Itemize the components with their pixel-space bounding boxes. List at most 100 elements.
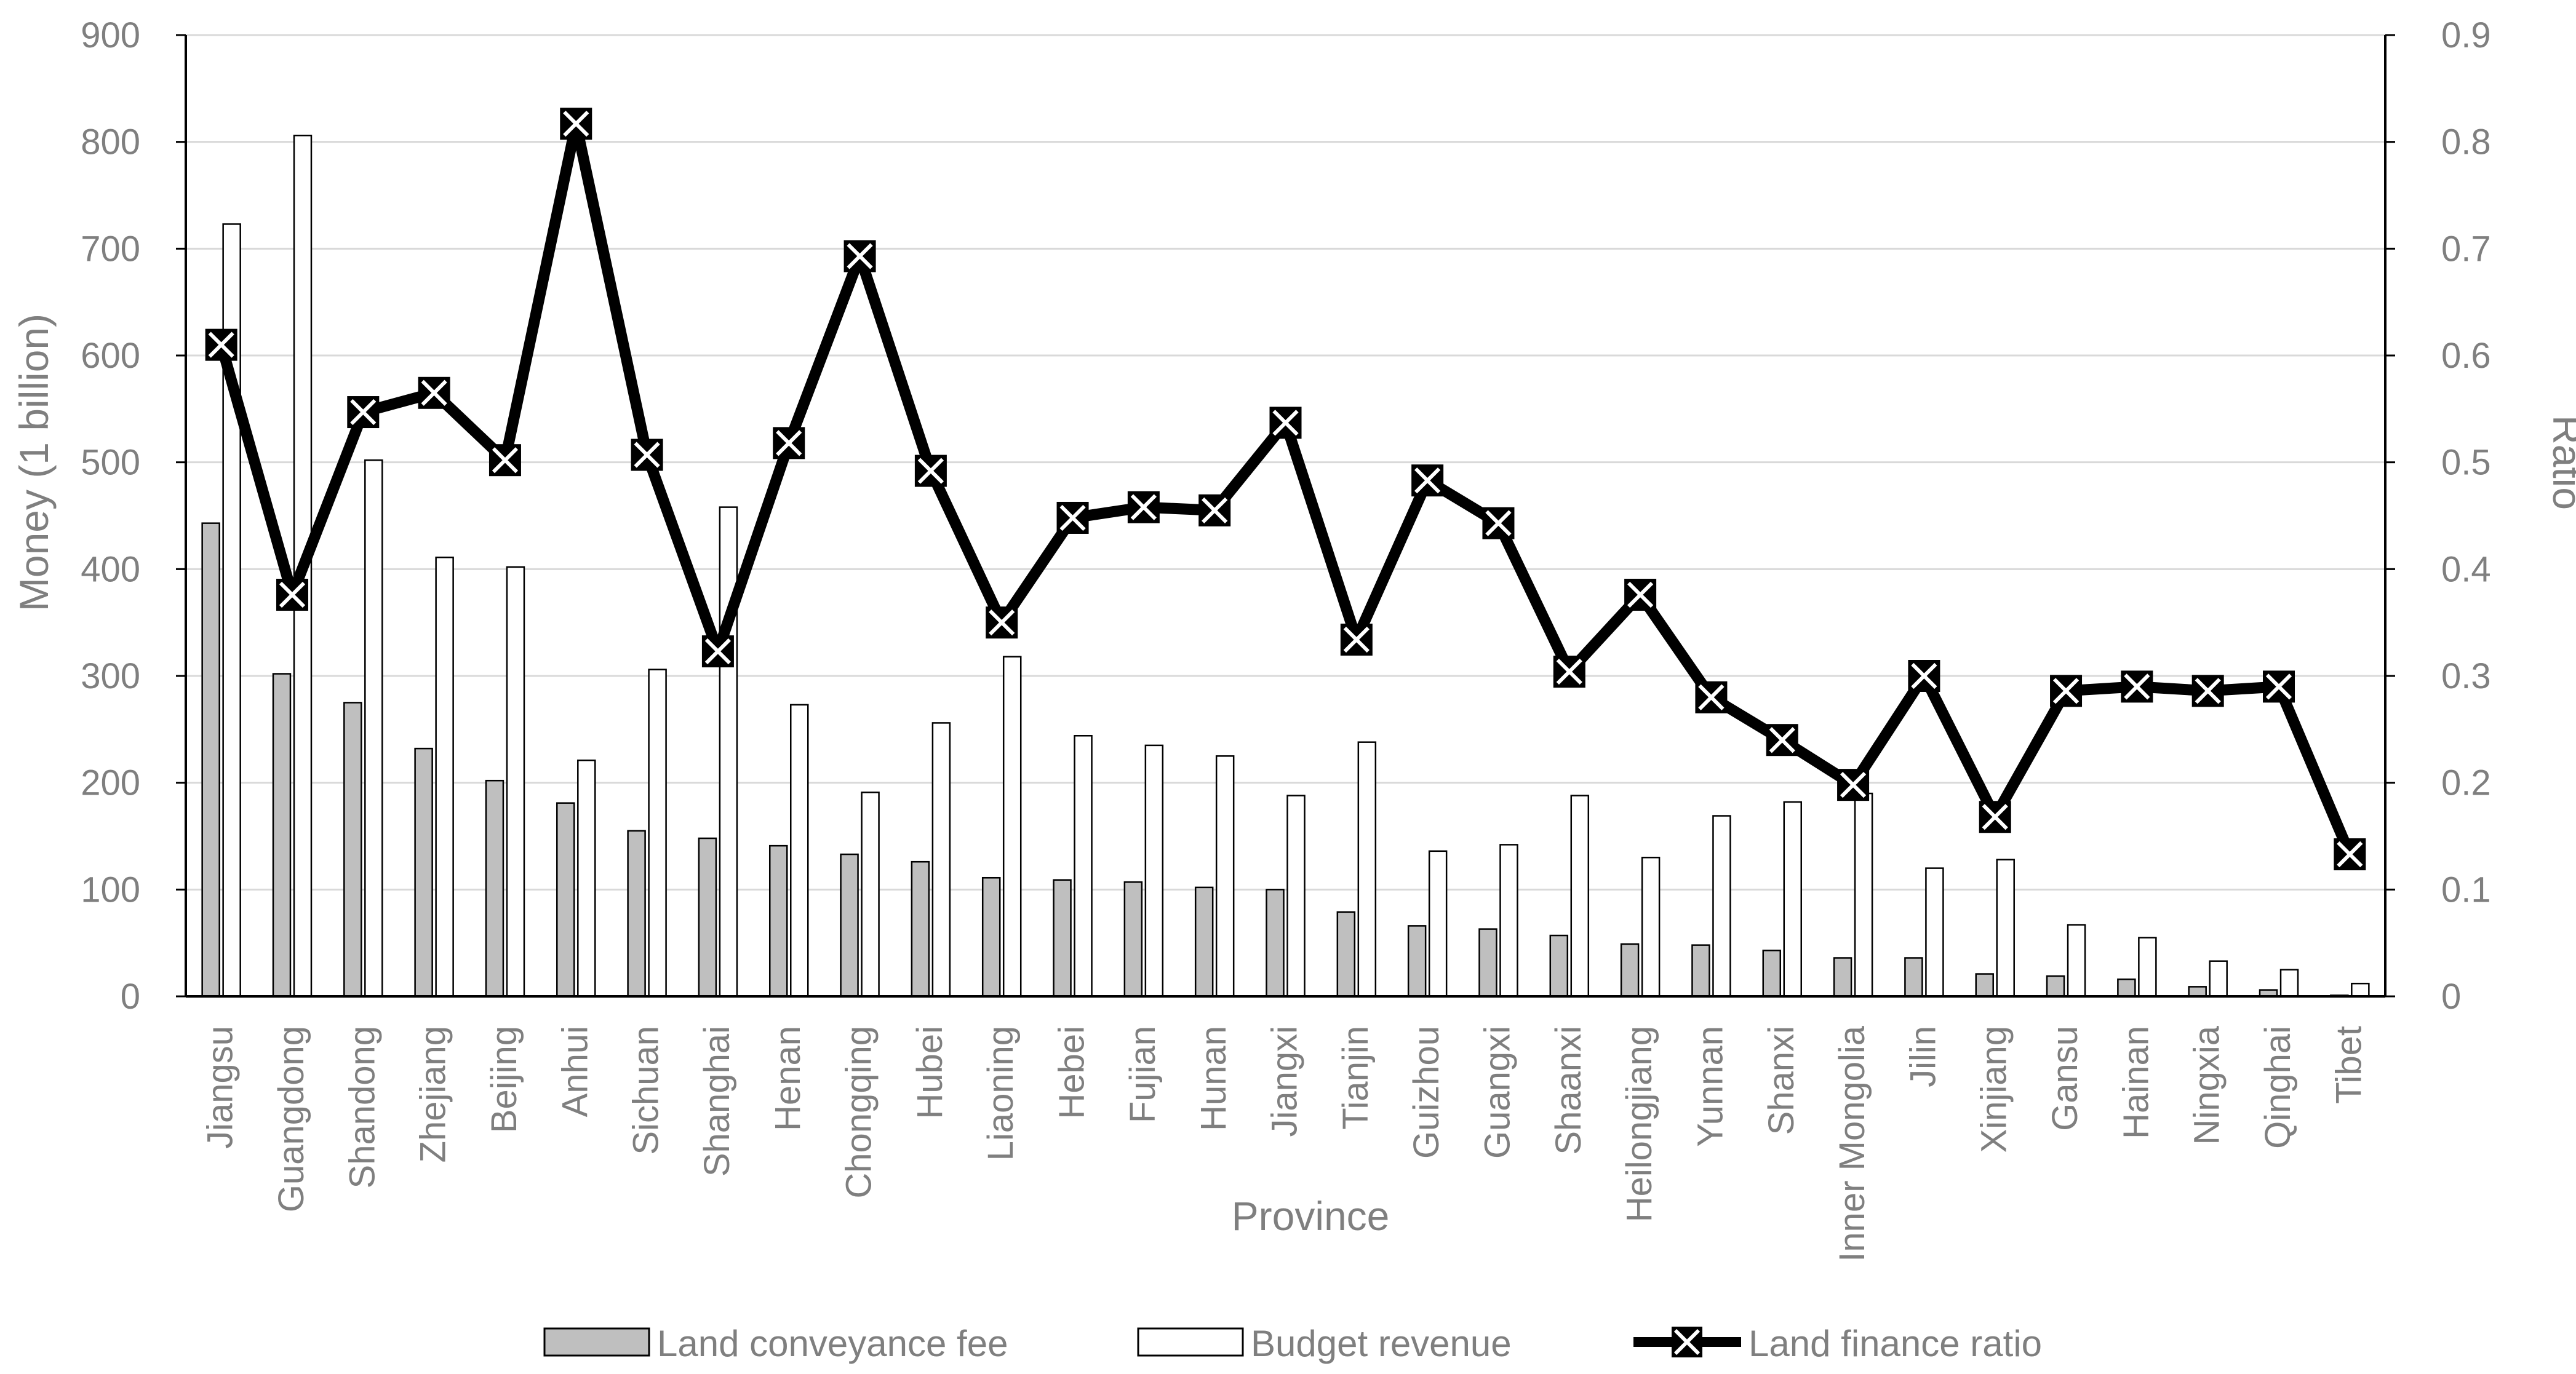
ratio-marker-cross [634,442,660,468]
ratio-marker [773,427,805,459]
bar-budget-revenue [1783,801,1803,998]
bar-land-conveyance-fee [2117,978,2136,998]
bar-budget-revenue [1286,795,1306,998]
bar-budget-revenue [2067,924,2086,998]
ratio-marker [914,455,947,487]
ratio-marker [418,376,450,409]
legend-label-ratio: Land finance ratio [1749,1323,2042,1364]
bar-budget-revenue [1215,755,1235,998]
bar-budget-revenue [435,556,454,998]
y2-tick-label: 0.2 [2441,763,2491,803]
bar-land-conveyance-fee [981,876,1001,998]
bar-land-conveyance-fee [556,802,575,998]
y2-tick-label: 0.8 [2441,122,2491,162]
ratio-marker-cross [1627,581,1654,608]
bar-land-conveyance-fee [840,853,859,998]
ratio-marker [2191,675,2224,707]
x-axis-title: Province [1232,1193,1390,1239]
ratio-marker [1056,501,1089,534]
x-category-label: Guangxi [1477,1026,1517,1159]
x-category-label: Liaoning [981,1026,1021,1161]
ratio-marker-cross [1272,410,1299,436]
ratio-marker-cross [1485,510,1512,536]
ratio-marker-cross [917,458,944,484]
ratio-marker-cross [208,332,234,358]
bar-budget-revenue [789,704,809,998]
bar-land-conveyance-fee [1478,928,1497,998]
bar-land-conveyance-fee [768,844,788,998]
ratio-marker [1908,660,1940,692]
bar-land-conveyance-fee [343,702,362,998]
ratio-marker [1127,491,1160,523]
x-category-label: Inner Mongolia [1832,1025,1872,1261]
ratio-marker [701,635,734,668]
x-category-labels: Jiangsu Guangdong Shandong Zhejiang Beijing A… [201,1025,2369,1261]
ratio-marker-cross [989,610,1015,636]
ratio-marker [843,240,876,272]
ratio-marker-cross [1769,727,1795,753]
bar-budget-revenue [2351,982,2370,998]
bar-land-conveyance-fee [2188,986,2207,998]
bar-budget-revenue [1144,744,1164,998]
bar-budget-revenue [1357,741,1377,998]
ratio-marker-cross [2195,678,2221,704]
bar-budget-revenue [1996,859,2015,998]
bar-land-conveyance-fee [1053,879,1072,998]
ratio-line-group [205,108,2366,871]
x-category-label: Heilongjiang [1619,1026,1659,1222]
bar-land-conveyance-fee [1975,973,1994,998]
ratio-marker-cross [1202,497,1228,523]
legend-marker-ratio [1672,1327,1702,1357]
ratio-marker [631,439,663,471]
bars [201,134,2370,998]
ratio-marker [2334,838,2366,871]
bar-land-conveyance-fee [1833,957,1852,998]
ratio-marker [205,328,237,361]
legend-label-land-fee: Land conveyance fee [657,1323,1008,1364]
y2-tick-label: 0.6 [2441,336,2491,376]
ratio-marker-cross [1343,626,1370,653]
y2-tick-label: 0 [2441,977,2461,1017]
x-category-label: Tibet [2329,1026,2369,1104]
y-tick-label: 200 [81,763,140,803]
ratio-marker [986,606,1018,639]
x-category-label: Xinjiang [1974,1026,2014,1153]
y-axis-title: Money (1 billion) [11,314,57,611]
bar-budget-revenue [1074,735,1093,998]
y-tick-label: 700 [81,229,140,269]
bar-land-conveyance-fee [1194,886,1214,998]
ratio-marker-cross [1911,662,1937,689]
bar-budget-revenue [719,506,738,998]
bar-land-conveyance-fee [1266,889,1285,998]
x-category-label: Sichuan [626,1026,666,1155]
y-tick-label: 500 [81,443,140,483]
axes [176,34,2395,998]
ratio-marker [276,579,308,611]
ratio-marker-cross [1059,504,1086,531]
x-category-label: Shaanxi [1549,1026,1589,1155]
ratio-marker-cross [1840,772,1867,798]
bar-budget-revenue [364,459,383,998]
x-category-label: Chongqing [839,1026,879,1199]
legend-swatch-budget [1137,1327,1244,1357]
bar-budget-revenue [2138,937,2157,998]
x-category-label: Shandong [342,1026,382,1188]
ratio-marker [2050,675,2083,707]
ratio-marker-cross [563,111,589,137]
x-category-label: Ningxia [2187,1025,2227,1145]
ratio-marker [1837,769,1870,801]
x-category-label: Qinghai [2258,1026,2298,1149]
ratio-marker-cross [1556,658,1582,685]
ratio-marker-cross [492,447,519,474]
ratio-marker [1198,494,1231,526]
ratio-marker-cross [1698,684,1725,710]
y2-tick-label: 0.9 [2441,15,2491,55]
y-tick-label: 600 [81,336,140,376]
ratio-marker [1624,579,1657,611]
ratio-marker [1269,407,1302,439]
y2-tick-label: 0.5 [2441,443,2491,483]
ratio-marker [560,108,592,140]
bar-land-conveyance-fee [1549,934,1569,998]
bar-land-conveyance-fee [2046,975,2065,998]
